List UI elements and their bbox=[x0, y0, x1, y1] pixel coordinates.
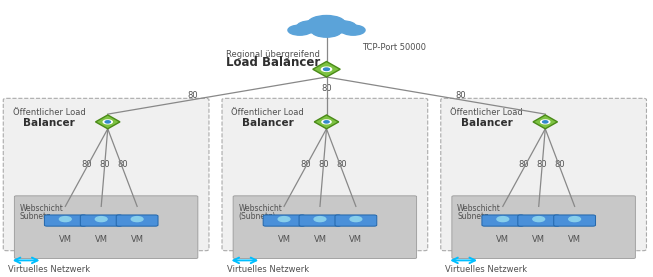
Text: VM: VM bbox=[313, 235, 326, 244]
Circle shape bbox=[350, 217, 362, 222]
Circle shape bbox=[324, 68, 329, 70]
Circle shape bbox=[324, 121, 329, 123]
Text: 80: 80 bbox=[537, 160, 547, 169]
Circle shape bbox=[105, 121, 110, 123]
Polygon shape bbox=[314, 115, 339, 129]
Text: VM: VM bbox=[131, 235, 144, 244]
FancyBboxPatch shape bbox=[263, 215, 305, 226]
Text: Subnetz: Subnetz bbox=[20, 212, 51, 221]
Text: Webschicht: Webschicht bbox=[20, 204, 63, 212]
Text: VM: VM bbox=[349, 235, 362, 244]
Circle shape bbox=[342, 25, 365, 35]
FancyBboxPatch shape bbox=[482, 215, 524, 226]
Text: 80: 80 bbox=[318, 160, 328, 169]
Circle shape bbox=[497, 217, 509, 222]
Circle shape bbox=[278, 217, 290, 222]
Circle shape bbox=[321, 67, 332, 71]
Text: 80: 80 bbox=[300, 160, 311, 169]
FancyBboxPatch shape bbox=[233, 196, 417, 258]
FancyBboxPatch shape bbox=[44, 215, 86, 226]
Text: Balancer: Balancer bbox=[23, 118, 75, 128]
Text: 80: 80 bbox=[336, 160, 347, 169]
Circle shape bbox=[311, 24, 342, 37]
Text: 80: 80 bbox=[81, 160, 92, 169]
Text: Virtuelles Netzwerk: Virtuelles Netzwerk bbox=[445, 265, 528, 273]
FancyBboxPatch shape bbox=[14, 196, 198, 258]
Circle shape bbox=[288, 25, 311, 35]
Text: Virtuelles Netzwerk: Virtuelles Netzwerk bbox=[8, 265, 90, 273]
Text: VM: VM bbox=[496, 235, 509, 244]
FancyBboxPatch shape bbox=[116, 215, 158, 226]
Polygon shape bbox=[313, 61, 340, 77]
Text: Öffentlicher Load: Öffentlicher Load bbox=[450, 108, 523, 117]
Text: TCP-Port 50000: TCP-Port 50000 bbox=[362, 43, 426, 52]
Text: Webschicht: Webschicht bbox=[457, 204, 501, 212]
Circle shape bbox=[308, 16, 345, 32]
Text: VM: VM bbox=[59, 235, 72, 244]
Text: 80: 80 bbox=[321, 84, 332, 93]
Text: Öffentlicher Load: Öffentlicher Load bbox=[231, 108, 304, 117]
Polygon shape bbox=[533, 115, 558, 129]
Text: 80: 80 bbox=[99, 160, 110, 169]
Text: Load Balancer: Load Balancer bbox=[226, 56, 320, 69]
Text: 80: 80 bbox=[554, 160, 565, 169]
Circle shape bbox=[541, 120, 550, 124]
FancyBboxPatch shape bbox=[441, 98, 646, 251]
FancyBboxPatch shape bbox=[518, 215, 560, 226]
Text: VM: VM bbox=[278, 235, 291, 244]
Text: 80: 80 bbox=[117, 160, 128, 169]
Text: 80: 80 bbox=[455, 91, 466, 100]
Circle shape bbox=[59, 217, 71, 222]
Circle shape bbox=[95, 217, 107, 222]
Circle shape bbox=[131, 217, 143, 222]
Text: 80: 80 bbox=[518, 160, 530, 169]
Text: Regional übergreifend: Regional übergreifend bbox=[226, 50, 320, 58]
Text: Öffentlicher Load: Öffentlicher Load bbox=[12, 108, 86, 117]
Text: Balancer: Balancer bbox=[242, 118, 294, 128]
FancyBboxPatch shape bbox=[222, 98, 428, 251]
Circle shape bbox=[569, 217, 581, 222]
Text: VM: VM bbox=[95, 235, 108, 244]
Text: Webschicht: Webschicht bbox=[238, 204, 282, 212]
Circle shape bbox=[543, 121, 548, 123]
FancyBboxPatch shape bbox=[3, 98, 209, 251]
FancyBboxPatch shape bbox=[335, 215, 377, 226]
FancyBboxPatch shape bbox=[80, 215, 122, 226]
Text: Virtuelles Netzwerk: Virtuelles Netzwerk bbox=[227, 265, 309, 273]
Text: VM: VM bbox=[568, 235, 581, 244]
Text: Balancer: Balancer bbox=[460, 118, 513, 128]
FancyBboxPatch shape bbox=[452, 196, 635, 258]
Text: 80: 80 bbox=[187, 91, 198, 100]
FancyBboxPatch shape bbox=[299, 215, 341, 226]
Circle shape bbox=[103, 120, 112, 124]
Circle shape bbox=[533, 217, 545, 222]
FancyBboxPatch shape bbox=[554, 215, 596, 226]
Circle shape bbox=[328, 21, 357, 33]
Text: VM: VM bbox=[532, 235, 545, 244]
Circle shape bbox=[296, 21, 325, 33]
Text: (Subnetz): (Subnetz) bbox=[238, 212, 276, 221]
Circle shape bbox=[322, 120, 331, 124]
Text: Subnetz: Subnetz bbox=[457, 212, 488, 221]
Polygon shape bbox=[95, 115, 120, 129]
Circle shape bbox=[314, 217, 326, 222]
